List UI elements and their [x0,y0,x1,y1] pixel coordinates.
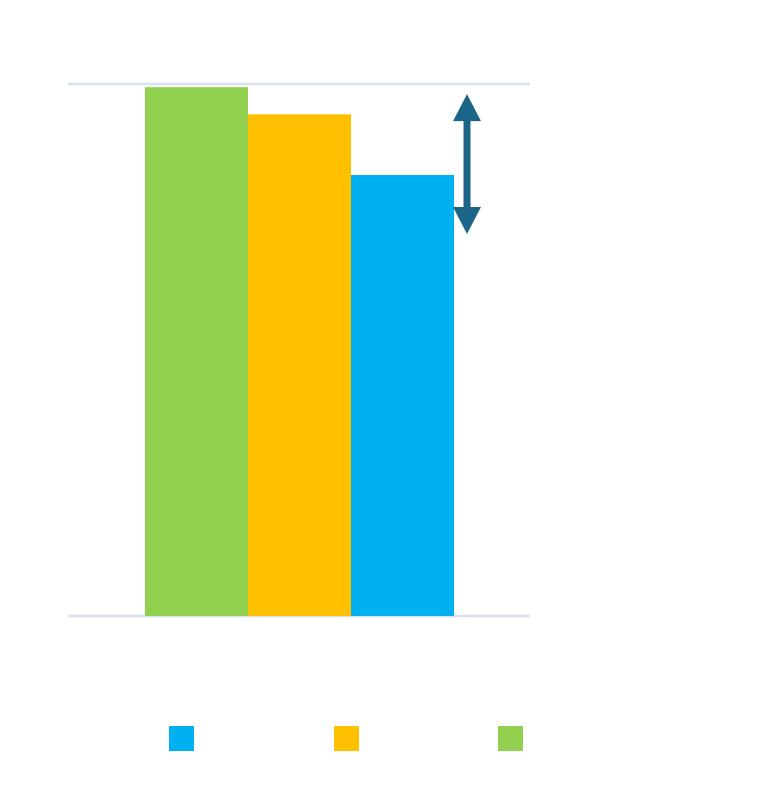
legend-swatch-1 [169,726,194,751]
legend-swatch-3 [498,726,523,751]
bar-series-1 [145,87,248,616]
bar-series-2 [248,114,351,616]
legend-swatch-2 [334,726,359,751]
chart-annotation [453,94,481,235]
chart-bars [145,87,454,617]
arrow-head-up-icon [453,94,481,122]
arrow-head-down-icon [453,207,481,235]
chart-legend [169,726,523,751]
bar-series-3 [351,174,454,617]
